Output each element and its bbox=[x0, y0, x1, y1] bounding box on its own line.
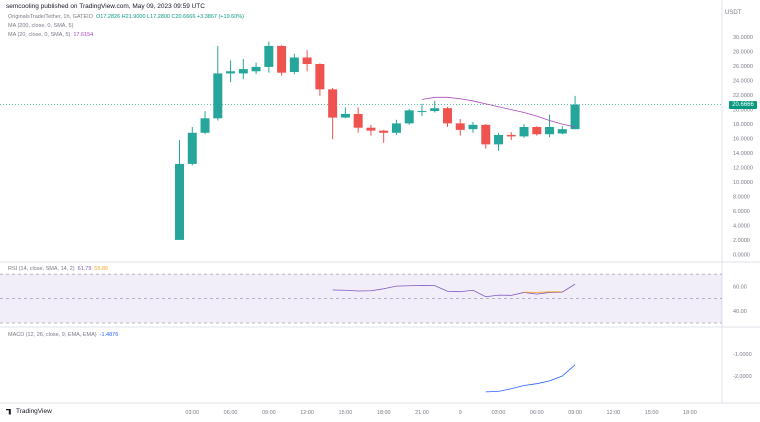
candle-body bbox=[175, 163, 185, 240]
brand-label: TradingView bbox=[16, 408, 52, 415]
candle-body bbox=[187, 132, 197, 164]
macd-axis-tick: -1.0000 bbox=[733, 352, 752, 358]
price-axis-tick: 18.0000 bbox=[733, 122, 753, 128]
price-axis-tick: 28.0000 bbox=[733, 50, 753, 56]
time-axis-tick: 15:00 bbox=[339, 410, 353, 416]
candle-body bbox=[468, 124, 478, 130]
time-axis-tick: 03:00 bbox=[492, 410, 506, 416]
price-axis-tick: 14.0000 bbox=[733, 151, 753, 157]
candle-body bbox=[213, 73, 223, 119]
time-axis-tick: 21:00 bbox=[415, 410, 429, 416]
price-axis-tick: 8.0000 bbox=[733, 194, 750, 200]
ma200-label: MA (200, close, 0, SMA, 5) bbox=[8, 23, 74, 29]
symbol-name[interactable]: OriginalsTrade/Tether, 1h, GATEIO bbox=[8, 14, 93, 20]
time-axis-tick: 09:00 bbox=[568, 410, 582, 416]
macd-line bbox=[485, 364, 576, 393]
ma20-value: 17.6154 bbox=[73, 32, 94, 38]
ohlc-values: O17.2826 H21.9000 L17.2800 C20.6666 +3.3… bbox=[95, 14, 244, 20]
ma20-legend[interactable]: MA (20, close, 0, SMA, 5) 17.6154 bbox=[8, 32, 96, 38]
candle-body bbox=[366, 127, 376, 131]
price-axis-tick: 12.0000 bbox=[733, 166, 753, 172]
candle-body bbox=[404, 110, 414, 124]
candle-body bbox=[200, 118, 210, 133]
candle-body bbox=[379, 130, 389, 133]
ma200-legend[interactable]: MA (200, close, 0, SMA, 5) bbox=[8, 23, 76, 29]
candle-body bbox=[264, 45, 274, 67]
candle-body bbox=[277, 45, 287, 73]
rsi-ma-line bbox=[524, 291, 563, 293]
currency-label: USDT bbox=[725, 10, 742, 16]
macd-axis-tick: -2.0000 bbox=[733, 374, 752, 380]
time-axis-tick: 06:00 bbox=[530, 410, 544, 416]
candle-body bbox=[238, 69, 248, 74]
time-axis-tick: 09:00 bbox=[262, 410, 276, 416]
price-axis-tick: 2.0000 bbox=[733, 238, 750, 244]
time-axis-tick: 9 bbox=[459, 410, 462, 416]
time-axis-tick: 03:00 bbox=[185, 410, 199, 416]
candle-body bbox=[545, 126, 555, 135]
candle-body bbox=[391, 123, 401, 133]
rsi-label: RSI (14, close, SMA, 14, 2) bbox=[8, 266, 75, 272]
price-axis-tick: 22.0000 bbox=[733, 93, 753, 99]
price-axis-tick: 20.0000 bbox=[733, 108, 753, 114]
candle-body bbox=[226, 71, 236, 74]
candle-body bbox=[328, 89, 338, 118]
time-axis-tick: 18:00 bbox=[683, 410, 697, 416]
publisher-header: semcooling published on TradingView.com,… bbox=[6, 3, 205, 10]
time-axis-tick: 06:00 bbox=[224, 410, 238, 416]
time-axis-tick: 18:00 bbox=[377, 410, 391, 416]
rsi-ma-value: 55.86 bbox=[94, 266, 109, 272]
candle-body bbox=[557, 129, 567, 134]
last-price-tag: 20.6666 bbox=[729, 100, 757, 109]
candle-body bbox=[430, 108, 440, 112]
tradingview-brand: TradingView bbox=[6, 408, 52, 415]
tradingview-logo bbox=[6, 408, 11, 415]
candle-body bbox=[353, 113, 363, 128]
symbol-legend: OriginalsTrade/Tether, 1h, GATEIO O17.282… bbox=[8, 14, 247, 20]
candle-body bbox=[481, 124, 491, 145]
price-axis-tick: 10.0000 bbox=[733, 180, 753, 186]
ma20-label: MA (20, close, 0, SMA, 5) bbox=[8, 32, 71, 38]
price-axis-tick: 0.0000 bbox=[733, 252, 750, 258]
candle-body bbox=[455, 123, 465, 130]
candle-body bbox=[340, 113, 350, 118]
candle-body bbox=[302, 57, 312, 65]
rsi-legend[interactable]: RSI (14, close, SMA, 14, 2) 61.79 55.86 bbox=[8, 266, 111, 272]
candle-body bbox=[251, 66, 261, 72]
price-axis-tick: 30.0000 bbox=[733, 35, 753, 41]
macd-label: MACD (12, 26, close, 9, EMA, EMA) bbox=[8, 332, 97, 338]
price-axis-tick: 16.0000 bbox=[733, 137, 753, 143]
candle-body bbox=[532, 126, 542, 135]
macd-value: -1.4876 bbox=[99, 332, 119, 338]
candle-body bbox=[417, 111, 427, 113]
time-axis-tick: 12:00 bbox=[606, 410, 620, 416]
time-axis-tick: 15:00 bbox=[645, 410, 659, 416]
candle-body bbox=[570, 104, 580, 130]
candle-body bbox=[289, 57, 299, 72]
rsi-line bbox=[332, 283, 576, 298]
time-axis-tick: 12:00 bbox=[300, 410, 314, 416]
candle-body bbox=[506, 134, 516, 137]
ma20-line bbox=[421, 96, 576, 128]
rsi-axis-tick: 40.00 bbox=[733, 309, 747, 315]
candle-body bbox=[519, 126, 529, 137]
rsi-value: 61.79 bbox=[77, 266, 92, 272]
rsi-axis-tick: 60.00 bbox=[733, 284, 747, 290]
candle-body bbox=[442, 108, 452, 124]
candle-body bbox=[315, 64, 325, 90]
price-axis-tick: 6.0000 bbox=[733, 209, 750, 215]
price-axis-tick: 4.0000 bbox=[733, 223, 750, 229]
candle-body bbox=[494, 134, 504, 145]
macd-legend[interactable]: MACD (12, 26, close, 9, EMA, EMA) -1.4876 bbox=[8, 332, 121, 338]
price-axis-tick: 26.0000 bbox=[733, 64, 753, 70]
price-axis-tick: 24.0000 bbox=[733, 79, 753, 85]
